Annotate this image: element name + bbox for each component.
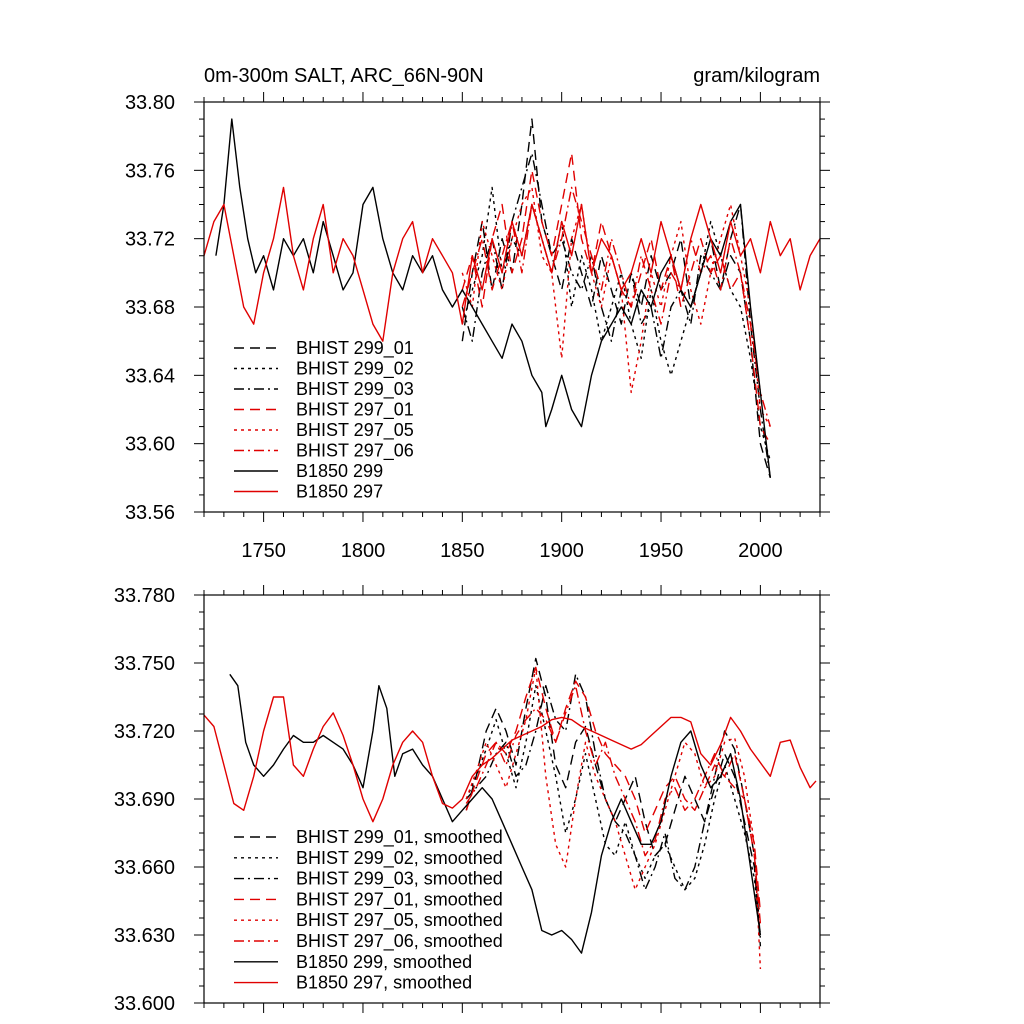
x-tick-label: 1850 — [440, 540, 485, 562]
bottom-panel: 33.600 33.630 33.660 33.690 33.720 33.750 33.7… — [114, 585, 830, 1015]
y-tick-label: 33.56 — [125, 502, 175, 524]
x-tick-label: 2000 — [738, 540, 783, 562]
series-line-5 — [461, 186, 771, 427]
x-tick-label: 1950 — [639, 540, 684, 562]
series-line-4 — [465, 666, 762, 970]
y-tick-label: 33.60 — [125, 434, 175, 456]
legend-label: BHIST 299_02, smoothed — [296, 848, 503, 869]
legend-label: B1850 297 — [296, 482, 383, 502]
y-tick-label: 33.76 — [125, 160, 175, 182]
legend-label: BHIST 299_02 — [296, 359, 414, 380]
legend-label: BHIST 299_01 — [296, 338, 414, 359]
series-line-5 — [465, 685, 762, 924]
y-tick-label: 33.750 — [114, 653, 175, 675]
y-tick-label: 33.64 — [125, 365, 175, 387]
y-tick-label: 33.72 — [125, 229, 175, 251]
series-line-0 — [465, 657, 762, 947]
legend-label: BHIST 297_06 — [296, 441, 414, 462]
series-line-7 — [204, 186, 820, 342]
y-tick-label: 33.80 — [125, 92, 175, 114]
y-tick-label: 33.720 — [114, 721, 175, 743]
y-tick-label: 33.660 — [114, 857, 175, 879]
series-line-1 — [461, 186, 771, 461]
units-label: gram/kilogram — [693, 65, 820, 87]
series-line-6 — [229, 673, 762, 954]
legend-label: BHIST 299_03 — [296, 379, 414, 400]
series-line-2 — [465, 673, 762, 940]
legend-label: B1850 299 — [296, 461, 383, 481]
legend-label: BHIST 297_05 — [296, 420, 414, 441]
y-tick-label: 33.68 — [125, 297, 175, 319]
legend-label: BHIST 299_01, smoothed — [296, 827, 503, 848]
x-tick-label: 1800 — [341, 540, 386, 562]
y-tick-label: 33.690 — [114, 789, 175, 811]
chart-title: 0m-300m SALT, ARC_66N-90N — [204, 65, 484, 87]
y-tick-label: 33.600 — [114, 993, 175, 1015]
series-line-0 — [461, 118, 771, 478]
x-tick-label: 1750 — [241, 540, 286, 562]
series-line-3 — [461, 152, 771, 445]
series-line-3 — [465, 666, 762, 913]
legend-label: BHIST 297_01 — [296, 400, 414, 421]
legend-label: B1850 299, smoothed — [296, 952, 472, 972]
y-tick-label: 33.780 — [114, 585, 175, 607]
legend-label: BHIST 299_03, smoothed — [296, 869, 503, 890]
series-line-7 — [204, 696, 817, 823]
x-tick-label: 1900 — [539, 540, 584, 562]
y-tick-label: 33.630 — [114, 925, 175, 947]
plot-area — [204, 657, 817, 970]
legend-label: BHIST 297_05, smoothed — [296, 910, 503, 931]
series-line-1 — [465, 685, 762, 936]
legend-label: BHIST 297_01, smoothed — [296, 889, 503, 910]
legend-label: B1850 297, smoothed — [296, 973, 472, 993]
legend-label: BHIST 297_06, smoothed — [296, 931, 503, 952]
top-panel: 1750 1800 1850 1900 1950 2000 33.56 33.60 33.64 3… — [125, 65, 830, 562]
plot-area — [204, 118, 820, 478]
